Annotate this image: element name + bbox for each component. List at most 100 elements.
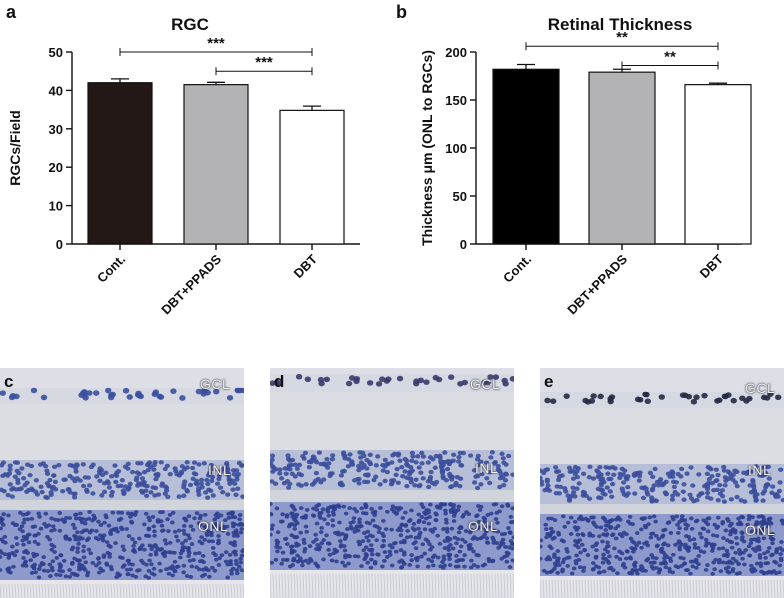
- nucleus: [734, 483, 740, 489]
- nucleus: [239, 463, 244, 468]
- nucleus: [235, 486, 241, 491]
- nucleus: [739, 478, 745, 483]
- ganglion-nucleus: [213, 388, 220, 395]
- nucleus: [235, 472, 242, 477]
- nucleus: [486, 559, 492, 564]
- nucleus: [341, 544, 347, 549]
- nucleus: [734, 494, 740, 500]
- nucleus: [446, 544, 451, 549]
- nucleus: [162, 538, 168, 543]
- nucleus: [506, 453, 512, 459]
- nucleus: [425, 564, 431, 569]
- nucleus: [343, 553, 348, 558]
- nucleus: [50, 568, 55, 573]
- nucleus: [239, 553, 244, 558]
- nucleus: [301, 541, 307, 545]
- nucleus: [767, 516, 773, 521]
- nucleus: [725, 552, 731, 556]
- photoreceptor-segment: [479, 573, 482, 598]
- nucleus: [636, 478, 642, 483]
- photoreceptor-segment: [704, 579, 707, 598]
- photoreceptor-segment: [587, 579, 590, 598]
- panel-letter-e: e: [544, 372, 554, 391]
- nucleus: [181, 563, 187, 568]
- nucleus: [25, 533, 31, 538]
- photoreceptor-segment: [209, 583, 212, 598]
- nucleus: [770, 541, 775, 546]
- nucleus: [402, 469, 408, 474]
- nucleus: [176, 494, 182, 499]
- nucleus: [398, 506, 404, 511]
- nucleus: [206, 470, 213, 476]
- ganglion-nucleus: [502, 380, 509, 387]
- nucleus: [315, 543, 320, 547]
- ipl-layer: [0, 404, 244, 460]
- nucleus: [314, 521, 320, 526]
- nucleus: [458, 463, 464, 468]
- photoreceptor-segment: [584, 579, 587, 598]
- nucleus: [225, 472, 232, 478]
- nucleus: [566, 555, 572, 560]
- nucleus: [552, 535, 557, 540]
- nucleus: [365, 560, 371, 565]
- nucleus: [189, 542, 195, 547]
- significance-label: ***: [255, 54, 273, 71]
- nucleus: [590, 567, 596, 572]
- nucleus: [457, 450, 463, 456]
- nucleus: [621, 492, 627, 497]
- nucleus: [300, 453, 306, 459]
- ganglion-nucleus: [634, 396, 642, 403]
- nucleus: [451, 452, 457, 458]
- nucleus: [86, 547, 92, 552]
- nucleus: [740, 556, 745, 561]
- nucleus: [721, 464, 727, 470]
- nucleus: [712, 522, 717, 527]
- nucleus: [313, 532, 318, 537]
- nucleus: [475, 462, 481, 468]
- photoreceptor-segment: [437, 573, 440, 598]
- nucleus: [97, 478, 103, 484]
- nucleus: [433, 453, 439, 459]
- photoreceptor-segment: [227, 583, 230, 598]
- nucleus: [0, 526, 3, 531]
- nucleus: [210, 493, 216, 498]
- nucleus: [400, 474, 406, 479]
- nucleus: [582, 548, 587, 552]
- photoreceptor-segment: [428, 573, 431, 598]
- nucleus: [707, 466, 713, 471]
- nucleus: [554, 484, 560, 489]
- nucleus: [607, 566, 612, 571]
- x-tick-label: DBT+PPADS: [158, 251, 224, 317]
- nucleus: [739, 530, 745, 535]
- nucleus: [578, 550, 583, 555]
- ganglion-nucleus: [137, 393, 144, 400]
- nucleus: [382, 457, 388, 463]
- micrograph-d: d GCL INL ONL: [270, 368, 514, 598]
- nucleus: [384, 469, 391, 475]
- nucleus: [704, 490, 711, 496]
- nucleus: [701, 518, 706, 523]
- nucleus: [27, 472, 33, 478]
- nucleus: [13, 536, 19, 540]
- ganglion-nucleus: [716, 397, 723, 403]
- nucleus: [691, 537, 697, 542]
- nucleus: [109, 474, 115, 479]
- nucleus: [482, 519, 487, 524]
- nucleus: [721, 468, 727, 473]
- nucleus: [393, 506, 399, 511]
- nucleus: [329, 457, 336, 462]
- nucleus: [401, 550, 407, 555]
- nucleus: [172, 569, 178, 574]
- nucleus: [270, 457, 275, 462]
- nucleus: [498, 471, 504, 477]
- nucleus: [481, 515, 487, 520]
- nucleus: [313, 470, 320, 476]
- nucleus: [723, 478, 729, 483]
- significance-label: ***: [207, 35, 225, 52]
- nucleus: [84, 528, 90, 533]
- nucleus: [292, 462, 298, 467]
- nucleus: [127, 481, 133, 487]
- nucleus: [682, 561, 688, 566]
- ganglion-nucleus: [644, 398, 652, 405]
- nucleus: [226, 511, 231, 516]
